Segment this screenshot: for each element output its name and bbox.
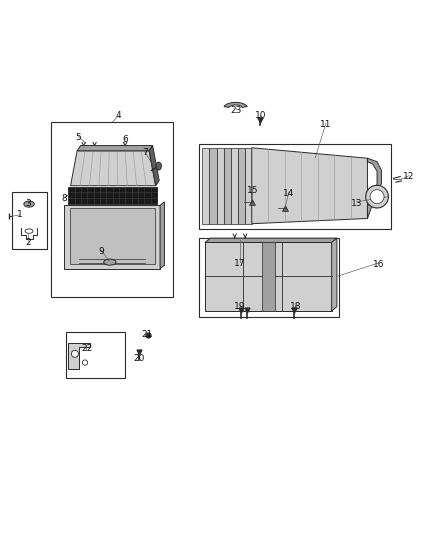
Text: 3: 3 <box>25 199 31 208</box>
Text: 2: 2 <box>25 238 31 247</box>
Polygon shape <box>209 148 216 224</box>
Text: 19: 19 <box>234 302 246 311</box>
Polygon shape <box>367 158 381 219</box>
Bar <box>68 187 157 204</box>
Ellipse shape <box>156 162 161 170</box>
Text: 16: 16 <box>373 260 384 269</box>
Text: 14: 14 <box>283 189 294 198</box>
Polygon shape <box>64 205 160 269</box>
Polygon shape <box>216 148 223 224</box>
Text: 22: 22 <box>81 344 93 353</box>
Text: 8: 8 <box>61 195 67 203</box>
Polygon shape <box>202 148 209 224</box>
Polygon shape <box>77 146 152 151</box>
Text: 17: 17 <box>234 259 246 268</box>
Polygon shape <box>71 151 155 185</box>
Text: 23: 23 <box>230 106 241 115</box>
Text: 7: 7 <box>142 149 148 157</box>
Bar <box>12 192 46 249</box>
Polygon shape <box>252 148 367 224</box>
Polygon shape <box>68 343 90 369</box>
Ellipse shape <box>25 229 33 233</box>
Polygon shape <box>223 148 230 224</box>
Text: 10: 10 <box>255 111 266 120</box>
Polygon shape <box>205 238 337 243</box>
Polygon shape <box>332 238 337 311</box>
Polygon shape <box>230 148 238 224</box>
Text: 15: 15 <box>247 185 259 195</box>
Text: 13: 13 <box>351 199 362 208</box>
Ellipse shape <box>104 259 116 265</box>
Polygon shape <box>245 148 252 224</box>
Circle shape <box>82 360 88 365</box>
Text: 6: 6 <box>122 135 128 144</box>
Circle shape <box>71 350 78 357</box>
Bar <box>66 332 125 378</box>
Bar <box>199 238 339 317</box>
Text: 5: 5 <box>75 133 81 142</box>
Ellipse shape <box>24 201 34 207</box>
Text: 21: 21 <box>142 330 153 338</box>
Circle shape <box>366 185 389 208</box>
Text: 18: 18 <box>290 302 302 311</box>
Text: 9: 9 <box>98 247 104 256</box>
Circle shape <box>370 190 384 204</box>
Text: 11: 11 <box>320 120 332 129</box>
Bar <box>199 144 392 229</box>
Polygon shape <box>205 243 332 311</box>
Polygon shape <box>160 202 164 269</box>
Polygon shape <box>262 243 275 311</box>
Text: 12: 12 <box>403 173 415 182</box>
Polygon shape <box>238 148 245 224</box>
Bar <box>70 207 155 264</box>
Text: 4: 4 <box>116 111 121 120</box>
Text: 1: 1 <box>17 211 22 220</box>
Polygon shape <box>224 102 247 107</box>
Bar <box>51 123 173 297</box>
Text: 20: 20 <box>133 354 145 362</box>
Polygon shape <box>149 146 159 185</box>
